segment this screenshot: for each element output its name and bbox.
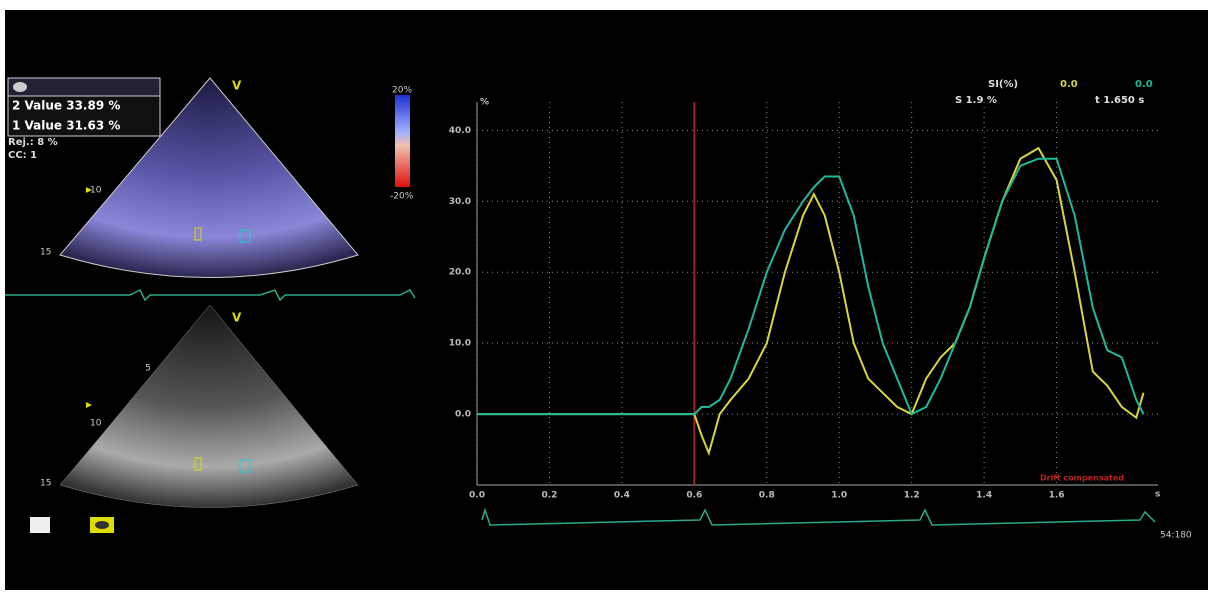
screen: 2 Value 33.89 % 1 Value 31.63 % Rej.: 8 … [0, 0, 1208, 603]
x-tick-label: 0.0 [469, 491, 485, 501]
heart-rate: 54:180 [1160, 531, 1192, 541]
depth-label: 10 [90, 419, 102, 429]
x-tick-label: 1.4 [976, 491, 992, 501]
value-row: 2 Value 33.89 % [12, 99, 120, 113]
depth-label: 15 [40, 479, 51, 489]
y-tick-label: 40.0 [449, 126, 471, 136]
value-row: 1 Value 31.63 % [12, 119, 120, 133]
view-label: V [232, 311, 242, 325]
depth-label: 15 [40, 248, 51, 258]
color-scale [395, 95, 410, 187]
scale-max: 20% [392, 86, 412, 96]
x-tick-label: 0.8 [759, 491, 775, 501]
icon [95, 521, 109, 529]
depth-label: 10 [90, 186, 102, 196]
y-tick-label: 10.0 [449, 339, 471, 349]
x-unit: s [1155, 490, 1160, 500]
icon [13, 82, 27, 92]
readout: S 1.9 % [955, 95, 997, 106]
x-tick-label: 1.2 [904, 491, 920, 501]
annotation: Drift compensated [1040, 474, 1124, 483]
depth-label: 5 [145, 364, 151, 374]
view-label: V [232, 79, 242, 93]
y-tick-label: 20.0 [449, 268, 471, 278]
x-tick-label: 1.0 [831, 491, 847, 501]
cc: CC: 1 [8, 150, 37, 161]
x-tick-label: 0.4 [614, 491, 630, 501]
page: {"panel": {"value_box": ["2 Value 33.89 … [0, 0, 1208, 607]
rejection: Rej.: 8 % [8, 137, 58, 148]
series-readout: 0.0 [1135, 79, 1153, 90]
y-tick-label: 30.0 [449, 197, 471, 207]
y-tick-label: 0.0 [455, 410, 471, 420]
x-tick-label: 1.6 [1049, 491, 1065, 501]
tool-button[interactable] [30, 517, 50, 533]
y-unit: % [480, 98, 489, 108]
scale-min: -20% [390, 192, 414, 202]
x-tick-label: 0.6 [686, 491, 702, 501]
value-box-header [8, 78, 160, 96]
readout: t 1.650 s [1095, 95, 1144, 106]
chart-header: SI(%) [988, 79, 1018, 90]
x-tick-label: 0.2 [541, 491, 557, 501]
series-readout: 0.0 [1060, 79, 1078, 90]
